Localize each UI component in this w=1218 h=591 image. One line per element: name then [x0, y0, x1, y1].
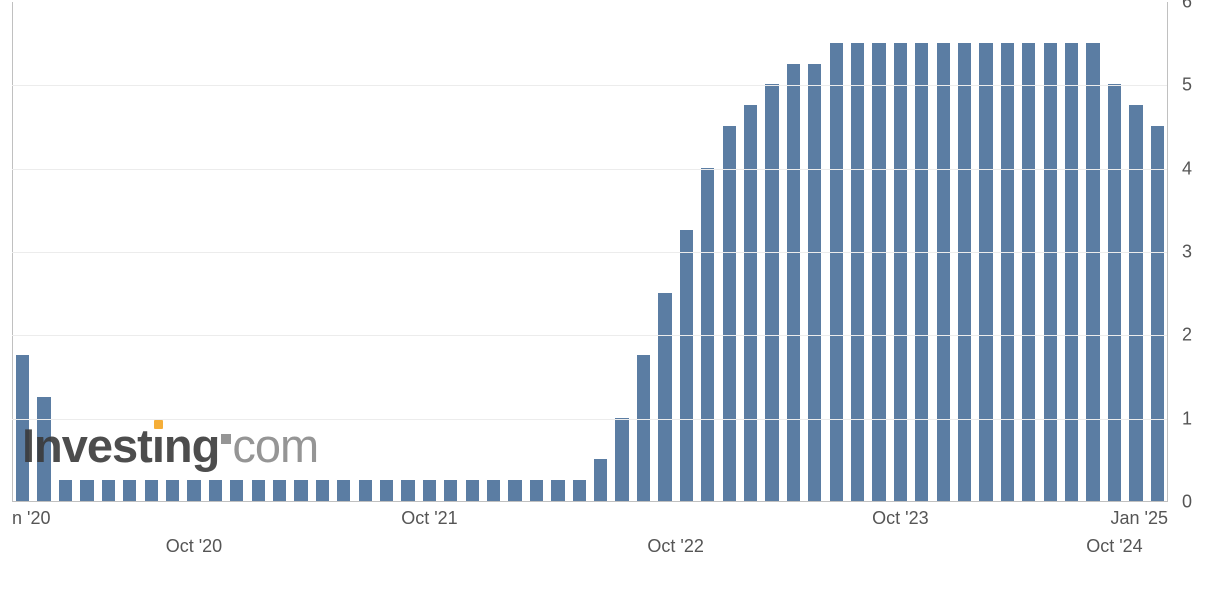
- bar[interactable]: [1022, 43, 1035, 501]
- bar[interactable]: [808, 64, 821, 502]
- bar[interactable]: [637, 355, 650, 501]
- bar[interactable]: [1086, 43, 1099, 501]
- bar[interactable]: [1001, 43, 1014, 501]
- bar[interactable]: [1065, 43, 1078, 501]
- bar[interactable]: [487, 480, 500, 501]
- bar[interactable]: [530, 480, 543, 501]
- y-tick-label: 5: [1176, 75, 1218, 96]
- bar[interactable]: [37, 397, 50, 501]
- y-tick-label: 1: [1176, 408, 1218, 429]
- gridline: [12, 252, 1167, 253]
- y-tick-label: 3: [1176, 242, 1218, 263]
- bar[interactable]: [723, 126, 736, 501]
- x-tick-label: Oct '20: [166, 536, 222, 557]
- bar[interactable]: [1129, 105, 1142, 501]
- bar[interactable]: [166, 480, 179, 501]
- bar[interactable]: [1108, 84, 1121, 501]
- bar[interactable]: [59, 480, 72, 501]
- gridline: [12, 335, 1167, 336]
- gridline: [12, 85, 1167, 86]
- bar[interactable]: [851, 43, 864, 501]
- interest-rate-chart: 0 1 2 3 4 5 6 n '20 Oct '20 Oct '21 Oct '22 Oct '2…: [0, 0, 1218, 591]
- y-tick-label: 4: [1176, 158, 1218, 179]
- bar[interactable]: [872, 43, 885, 501]
- gridline: [12, 169, 1167, 170]
- bar[interactable]: [209, 480, 222, 501]
- bar[interactable]: [573, 480, 586, 501]
- bar[interactable]: [230, 480, 243, 501]
- bar[interactable]: [744, 105, 757, 501]
- bar[interactable]: [294, 480, 307, 501]
- bar[interactable]: [102, 480, 115, 501]
- bar[interactable]: [958, 43, 971, 501]
- bar[interactable]: [123, 480, 136, 501]
- y-tick-label: 2: [1176, 325, 1218, 346]
- bar[interactable]: [252, 480, 265, 501]
- bar[interactable]: [16, 355, 29, 501]
- bar[interactable]: [80, 480, 93, 501]
- bar[interactable]: [1044, 43, 1057, 501]
- bar[interactable]: [551, 480, 564, 501]
- x-tick-label: n '20: [12, 508, 50, 529]
- bar[interactable]: [615, 418, 628, 501]
- bar[interactable]: [380, 480, 393, 501]
- bar[interactable]: [765, 84, 778, 501]
- bar[interactable]: [658, 293, 671, 501]
- x-tick-label: Oct '22: [647, 536, 703, 557]
- bar[interactable]: [444, 480, 457, 501]
- bar[interactable]: [337, 480, 350, 501]
- bar[interactable]: [145, 480, 158, 501]
- bar[interactable]: [466, 480, 479, 501]
- bar[interactable]: [187, 480, 200, 501]
- bar[interactable]: [787, 64, 800, 502]
- bar[interactable]: [316, 480, 329, 501]
- bar[interactable]: [359, 480, 372, 501]
- x-tick-label: Jan '25: [1111, 508, 1168, 529]
- bar[interactable]: [894, 43, 907, 501]
- bar[interactable]: [701, 168, 714, 501]
- bar[interactable]: [830, 43, 843, 501]
- plot-area[interactable]: [12, 2, 1168, 502]
- bar[interactable]: [594, 459, 607, 501]
- bar[interactable]: [937, 43, 950, 501]
- bar[interactable]: [401, 480, 414, 501]
- bar[interactable]: [273, 480, 286, 501]
- y-tick-label: 0: [1176, 492, 1218, 513]
- gridline: [12, 419, 1167, 420]
- x-tick-label: Oct '23: [872, 508, 928, 529]
- bar[interactable]: [915, 43, 928, 501]
- bar[interactable]: [423, 480, 436, 501]
- bar[interactable]: [979, 43, 992, 501]
- bar[interactable]: [680, 230, 693, 501]
- x-tick-label: Oct '24: [1086, 536, 1142, 557]
- bar[interactable]: [1151, 126, 1164, 501]
- x-tick-label: Oct '21: [401, 508, 457, 529]
- y-tick-label: 6: [1176, 0, 1218, 13]
- bar[interactable]: [508, 480, 521, 501]
- x-axis-labels: n '20 Oct '20 Oct '21 Oct '22 Oct '23 Oct '24…: [12, 508, 1168, 578]
